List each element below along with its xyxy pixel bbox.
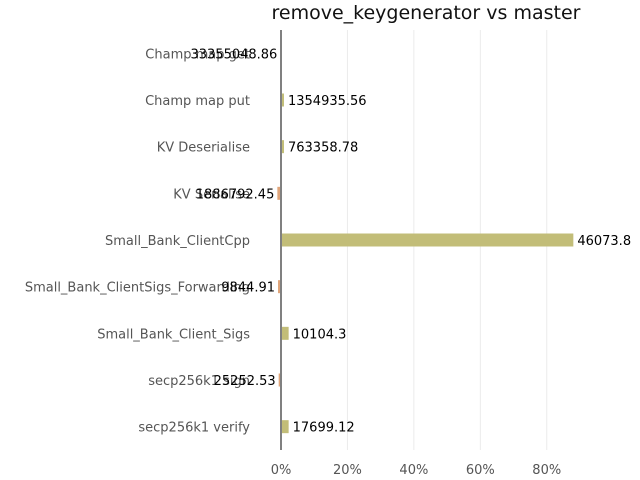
category-label: Small_Bank_ClientCpp bbox=[105, 234, 250, 249]
category-label: Small_Bank_Client_Sigs bbox=[97, 327, 250, 342]
bar bbox=[281, 233, 574, 247]
bar bbox=[281, 326, 289, 340]
value-label: 1354935.56 bbox=[288, 94, 367, 109]
x-tick-label: 40% bbox=[399, 463, 428, 478]
value-label: 46073.8 bbox=[577, 234, 631, 249]
category-label: Champ map put bbox=[145, 94, 250, 109]
x-tick-label: 20% bbox=[333, 463, 362, 478]
value-label: 33355048.86 bbox=[190, 47, 277, 62]
category-label: Small_Bank_ClientSigs_Forwarding bbox=[25, 281, 250, 296]
value-label: 1886792.45 bbox=[196, 187, 275, 202]
category-label: secp256k1 sign bbox=[148, 374, 250, 389]
x-tick-label: 80% bbox=[532, 463, 561, 478]
bar bbox=[281, 140, 284, 154]
bar bbox=[281, 420, 289, 434]
bar bbox=[278, 280, 281, 294]
bar bbox=[281, 93, 284, 107]
category-label: Champ map get bbox=[145, 47, 250, 62]
category-label: KV Serialise bbox=[173, 187, 250, 202]
bar bbox=[278, 373, 281, 387]
chart-title: remove_keygenerator vs master bbox=[272, 2, 581, 24]
value-label: 10104.3 bbox=[293, 327, 347, 342]
bar bbox=[277, 186, 281, 200]
value-label: 17699.12 bbox=[293, 421, 355, 436]
value-label: 25252.53 bbox=[214, 374, 276, 389]
bars bbox=[277, 46, 574, 434]
value-label: 763358.78 bbox=[288, 141, 358, 156]
x-tick-label: 0% bbox=[271, 463, 292, 478]
value-label: 9844.91 bbox=[221, 281, 275, 296]
x-tick-label: 60% bbox=[466, 463, 495, 478]
category-label: secp256k1 verify bbox=[138, 421, 250, 436]
x-axis-ticks: 0% 20% 40% 60% 80% bbox=[271, 463, 562, 478]
category-label: KV Deserialise bbox=[157, 141, 250, 156]
